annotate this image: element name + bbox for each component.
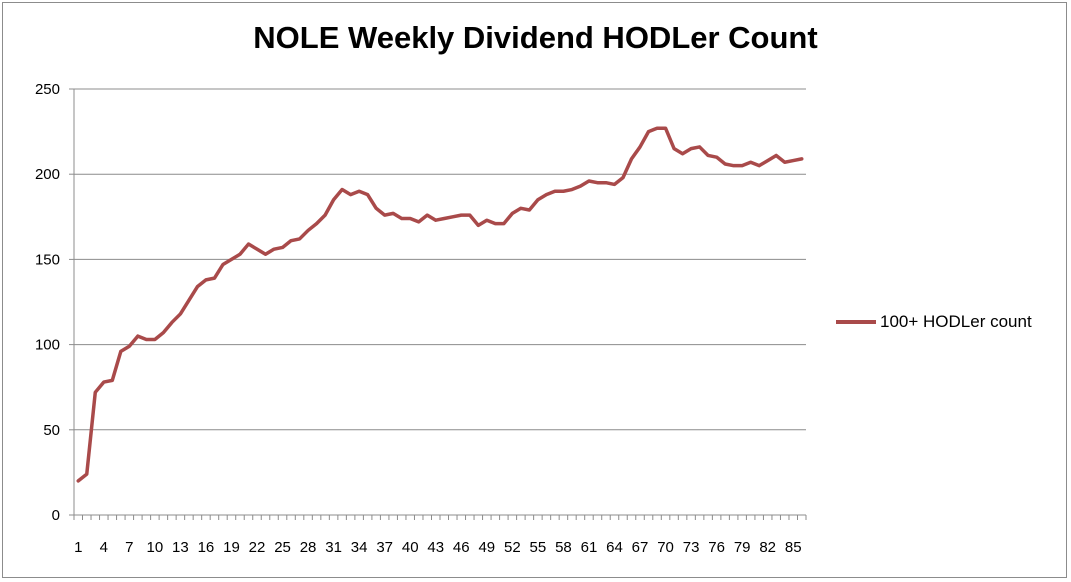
x-tick-label: 22 [249, 539, 266, 556]
x-tick-label: 46 [453, 539, 470, 556]
y-tick-label: 50 [43, 422, 60, 439]
x-tick-label: 16 [198, 539, 215, 556]
x-tick-label: 55 [530, 539, 547, 556]
x-tick-label: 4 [100, 539, 108, 556]
x-tick-label: 76 [708, 539, 725, 556]
y-tick-label: 250 [35, 81, 60, 98]
legend-swatch [836, 320, 876, 324]
x-tick-label: 40 [402, 539, 419, 556]
gridlines [74, 88, 806, 431]
x-tick-label: 73 [683, 539, 700, 556]
x-tick-label: 70 [657, 539, 674, 556]
x-tick-label: 10 [147, 539, 164, 556]
y-tick-label: 0 [52, 507, 60, 524]
y-tick-label: 200 [35, 166, 60, 183]
x-tick-label: 34 [351, 539, 368, 556]
x-axis-ticks: 1 4 7 10 13 16 19 22 25 28 31 34 37 40 43 46 49 52 55 58 61 6… [74, 539, 801, 556]
y-axis-ticks: 0 50 100 150 200 250 [35, 81, 60, 524]
y-tick-label: 100 [35, 337, 60, 354]
x-tick-label: 25 [274, 539, 291, 556]
x-tick-label: 28 [300, 539, 317, 556]
x-tick-label: 1 [74, 539, 82, 556]
x-tick-label: 37 [376, 539, 393, 556]
axes [69, 88, 807, 520]
x-tick-label: 49 [478, 539, 495, 556]
x-tick-label: 67 [632, 539, 649, 556]
x-tick-label: 58 [555, 539, 572, 556]
chart-title: NOLE Weekly Dividend HODLer Count [253, 20, 818, 55]
x-tick-label: 82 [759, 539, 776, 556]
x-tick-label: 13 [172, 539, 189, 556]
legend: 100+ HODLer count [836, 312, 1032, 332]
series-layer [76, 126, 804, 483]
y-tick-label: 150 [35, 251, 60, 268]
legend-label: 100+ HODLer count [880, 312, 1032, 331]
x-tick-label: 85 [785, 539, 802, 556]
x-tick-label: 79 [734, 539, 751, 556]
series-line [76, 126, 804, 483]
x-tick-label: 31 [325, 539, 342, 556]
x-tick-label: 19 [223, 539, 240, 556]
x-tick-label: 43 [427, 539, 444, 556]
x-tick-label: 64 [606, 539, 623, 556]
x-tick-label: 61 [581, 539, 598, 556]
x-tick-label: 7 [125, 539, 133, 556]
x-tick-label: 52 [504, 539, 521, 556]
